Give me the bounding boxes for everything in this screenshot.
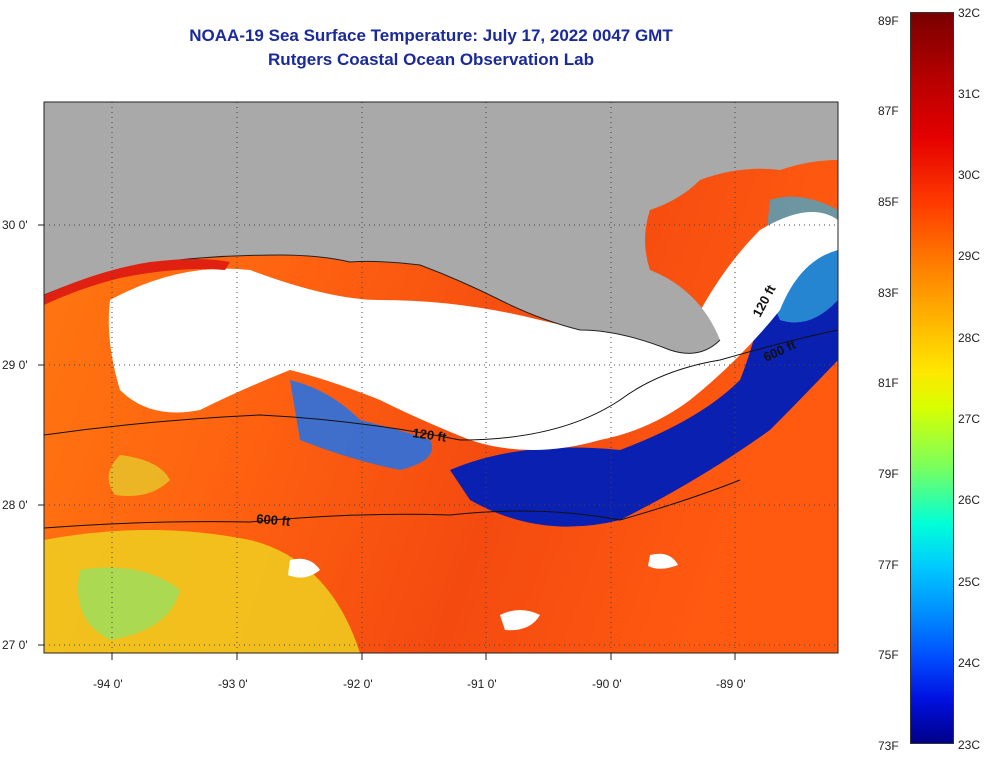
colorbar-label-f: 77F [878, 558, 899, 572]
colorbar-label-c: 31C [958, 87, 981, 101]
isobath-label-120ft: 120 ft [412, 425, 448, 445]
colorbar-label-c: 25C [958, 575, 981, 589]
isobath-600ft [44, 479, 741, 529]
colorbar-label-f: 75F [878, 648, 899, 662]
colorbar-label-f: 89F [878, 14, 899, 28]
graticule [44, 102, 838, 653]
colorbar-label-c: 29C [958, 249, 981, 263]
lon-label: -90 0' [592, 677, 622, 691]
colorbar-label-c: 28C [958, 331, 981, 345]
cold-water-band [290, 380, 432, 470]
coastal-warm-water [44, 259, 230, 305]
colorbar-label-f: 87F [878, 104, 899, 118]
lat-label: 28 0' [2, 498, 28, 512]
isobath-120ft [44, 329, 838, 441]
lon-label: -89 0' [716, 677, 746, 691]
cold-water-band [450, 228, 838, 527]
colorbar-label-c: 24C [958, 656, 981, 670]
lon-label: -94 0' [93, 677, 123, 691]
temperature-colorbar [910, 12, 954, 744]
colorbar-label-f: 79F [878, 467, 899, 481]
map-subtitle: Rutgers Coastal Ocean Observation Lab [268, 50, 594, 69]
isobath-label-600ft: 600 ft [256, 511, 292, 529]
land-mass [44, 102, 838, 354]
colorbar-label-f: 85F [878, 195, 899, 209]
lat-label: 29 0' [2, 358, 28, 372]
colorbar-label-c: 30C [958, 168, 981, 182]
colorbar-label-c: 26C [958, 493, 981, 507]
cloud-cover [288, 558, 320, 578]
lat-label: 27 0' [2, 638, 28, 652]
cloud-cover [648, 553, 678, 569]
map-frame [43, 101, 839, 654]
lon-label: -91 0' [467, 677, 497, 691]
cool-water-patch [108, 455, 170, 496]
cloud-cover [108, 212, 838, 450]
cloud-cover [500, 610, 540, 631]
cool-water-patch [78, 567, 180, 640]
frame-ticks [38, 224, 736, 660]
colorbar-label-f: 81F [878, 376, 899, 390]
colorbar-label-c: 27C [958, 412, 981, 426]
map-title: NOAA-19 Sea Surface Temperature: July 17… [189, 26, 673, 45]
lat-label: 30 0' [2, 218, 28, 232]
colorbar-label-f: 83F [878, 286, 899, 300]
colorbar-label-c: 32C [958, 6, 981, 20]
colorbar-label-c: 23C [958, 738, 981, 752]
lon-label: -92 0' [343, 677, 373, 691]
sst-map: 120 ft 120 ft 600 ft 600 ft [38, 101, 839, 660]
lon-label: -93 0' [218, 677, 248, 691]
colorbar-label-f: 73F [878, 739, 899, 753]
